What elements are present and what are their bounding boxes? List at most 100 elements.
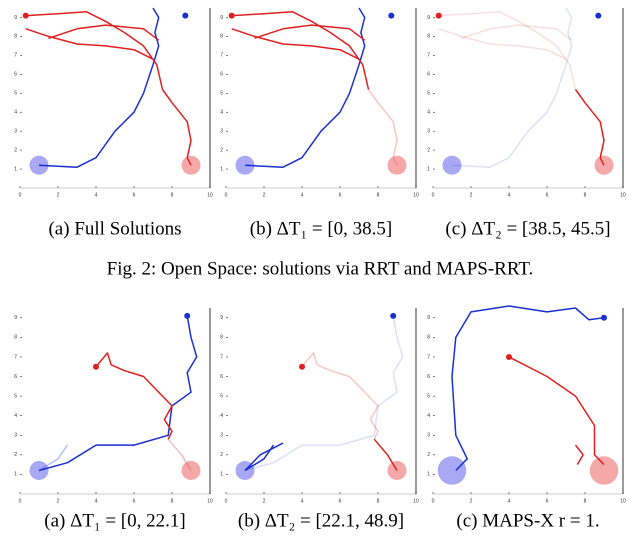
y-tick-label: 4 xyxy=(14,413,17,419)
start-point xyxy=(228,12,235,19)
trajectory xyxy=(231,28,360,60)
y-tick-label: 8 xyxy=(14,335,17,341)
y-tick-label: 6 xyxy=(427,72,430,78)
y-tick-label: 7 xyxy=(220,354,223,360)
x-tick-label: 0 xyxy=(19,192,22,198)
y-tick-label: 4 xyxy=(427,110,430,116)
y-tick-label: 9 xyxy=(220,15,223,21)
y-tick-label: 9 xyxy=(14,15,17,21)
y-tick-label: 3 xyxy=(220,128,223,134)
y-tick-label: 2 xyxy=(427,452,430,458)
y-tick-label: 2 xyxy=(14,452,17,458)
y-tick-label: 8 xyxy=(427,335,430,341)
trajectory xyxy=(244,442,284,472)
x-tick-label: 2 xyxy=(263,498,266,504)
trajectory xyxy=(167,438,192,471)
trajectory xyxy=(38,7,160,168)
trajectory xyxy=(244,315,404,472)
x-tick-label: 6 xyxy=(546,498,549,504)
x-tick-label: 0 xyxy=(225,192,228,198)
y-tick-label: 3 xyxy=(427,433,430,439)
start-point xyxy=(299,363,305,370)
y-tick-label: 6 xyxy=(220,72,223,78)
y-tick-label: 9 xyxy=(14,315,17,321)
y-tick-label: 9 xyxy=(427,315,430,321)
x-tick-label: 4 xyxy=(95,192,98,198)
start-point xyxy=(435,12,442,19)
y-tick-label: 2 xyxy=(427,147,430,153)
x-tick-label: 4 xyxy=(301,498,304,504)
y-tick-label: 9 xyxy=(427,15,430,21)
y-tick-label: 1 xyxy=(220,166,223,172)
x-tick-label: 10 xyxy=(207,498,213,504)
x-tick-label: 4 xyxy=(508,498,511,504)
goal-region xyxy=(437,456,467,485)
trajectory xyxy=(574,89,605,166)
y-tick-label: 8 xyxy=(14,34,17,40)
x-tick-label: 0 xyxy=(19,498,22,504)
y-tick-label: 4 xyxy=(14,110,17,116)
trajectory xyxy=(161,89,192,166)
trajectory xyxy=(254,24,366,41)
trajectory xyxy=(451,7,573,168)
x-tick-label: 2 xyxy=(470,498,473,504)
x-tick-label: 10 xyxy=(413,498,419,504)
start-point xyxy=(22,12,29,19)
y-tick-label: 5 xyxy=(427,91,430,97)
panel-caption: (c) MAPS-X r = 1. xyxy=(456,510,599,531)
start-point xyxy=(506,353,512,360)
trajectory xyxy=(508,356,605,466)
y-tick-label: 3 xyxy=(220,433,223,439)
y-tick-label: 7 xyxy=(427,53,430,59)
panel-caption: (b) ΔT₂ = [22.1, 48.9] xyxy=(238,510,404,531)
y-tick-label: 4 xyxy=(220,110,223,116)
trajectory xyxy=(373,438,398,471)
x-tick-label: 4 xyxy=(95,498,98,504)
x-tick-label: 0 xyxy=(432,192,435,198)
y-tick-label: 1 xyxy=(14,166,17,172)
x-tick-label: 8 xyxy=(171,498,174,504)
x-tick-label: 0 xyxy=(225,498,228,504)
goal-region xyxy=(235,155,255,175)
y-tick-label: 1 xyxy=(427,166,430,172)
y-tick-label: 2 xyxy=(220,147,223,153)
trajectory xyxy=(95,352,173,440)
y-tick-label: 5 xyxy=(14,91,17,97)
x-tick-label: 10 xyxy=(620,498,626,504)
goal-region xyxy=(589,456,619,485)
goal-region xyxy=(29,155,49,175)
trajectory xyxy=(25,11,164,90)
x-tick-label: 6 xyxy=(546,192,549,198)
x-tick-label: 8 xyxy=(584,498,587,504)
goal-region xyxy=(442,155,462,175)
panel-caption: (c) ΔT₂ = [38.5, 45.5] xyxy=(445,218,610,239)
y-tick-label: 3 xyxy=(427,128,430,134)
x-tick-label: 2 xyxy=(470,192,473,198)
figure-caption: Fig. 2: Open Space: solutions via RRT an… xyxy=(107,258,534,279)
trajectory xyxy=(25,28,154,60)
y-tick-label: 7 xyxy=(220,53,223,59)
x-tick-label: 4 xyxy=(508,192,511,198)
y-tick-label: 4 xyxy=(427,413,430,419)
goal-region xyxy=(181,461,201,481)
x-tick-label: 8 xyxy=(377,498,380,504)
y-tick-label: 8 xyxy=(220,335,223,341)
trajectory xyxy=(231,11,370,90)
x-tick-label: 8 xyxy=(377,192,380,198)
start-point xyxy=(184,312,191,319)
y-tick-label: 6 xyxy=(427,374,430,380)
x-tick-label: 10 xyxy=(413,192,419,198)
x-tick-label: 6 xyxy=(133,498,136,504)
trajectory xyxy=(244,7,366,168)
trajectory xyxy=(38,444,69,472)
x-tick-label: 10 xyxy=(620,192,626,198)
x-tick-label: 10 xyxy=(207,192,213,198)
y-tick-label: 2 xyxy=(220,452,223,458)
x-tick-label: 2 xyxy=(263,192,266,198)
start-point xyxy=(93,363,99,370)
y-tick-label: 1 xyxy=(427,472,430,478)
trajectory xyxy=(451,305,605,472)
trajectory xyxy=(574,444,584,465)
panel-caption: (a) ΔT₁ = [0, 22.1] xyxy=(44,510,185,531)
